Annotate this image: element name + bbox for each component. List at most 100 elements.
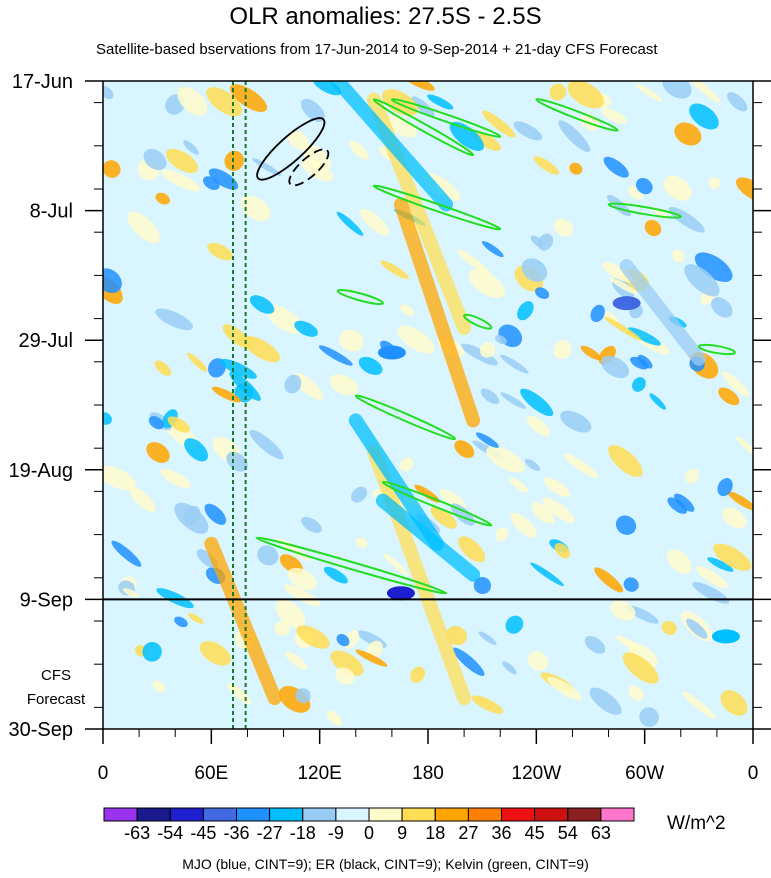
anomaly-blob (478, 631, 497, 645)
anomaly-band (393, 197, 481, 428)
anomaly-blob (689, 103, 719, 130)
anomaly-blob (569, 162, 583, 175)
anomaly-blob (530, 562, 564, 587)
colorbar-swatch (335, 807, 370, 822)
x-tick-label: 60W (625, 763, 664, 784)
anomaly-blob (160, 468, 191, 489)
anomaly-blob (727, 491, 753, 511)
anomaly-blob (630, 356, 649, 370)
anomaly-blob (452, 647, 485, 677)
kelvin-contour (381, 480, 493, 527)
anomaly-blob (122, 588, 139, 598)
anomaly-blob (381, 89, 418, 117)
colorbar-label: -27 (257, 823, 283, 843)
anomaly-blob (533, 156, 560, 175)
colorbar-swatch (269, 807, 304, 822)
colorbar-label: 63 (591, 823, 611, 843)
anomaly-blob (336, 633, 350, 647)
anomaly-blob (111, 540, 142, 567)
colorbar-label: -45 (190, 823, 216, 843)
x-tick-label: 0 (748, 763, 759, 784)
anomaly-blob (301, 516, 322, 533)
anomaly-blob (380, 260, 409, 280)
er-contour-positive (256, 117, 326, 181)
anomaly-blob (142, 642, 162, 662)
anomaly-blob (627, 327, 661, 346)
anomaly-blob (154, 360, 172, 376)
anomaly-blob (399, 457, 414, 472)
wave-contours (232, 81, 736, 729)
anomaly-blob (520, 388, 554, 417)
colorbar-swatch (534, 807, 569, 822)
anomaly-blob (103, 465, 136, 491)
anomaly-blob (480, 388, 500, 405)
anomaly-blob (623, 577, 639, 592)
anomaly-blob (721, 371, 750, 397)
anomaly-blob (208, 168, 239, 190)
colorbar-swatch (401, 807, 436, 822)
colorbar-label: 54 (558, 823, 578, 843)
anomaly-blob (495, 527, 509, 542)
anomaly-blob (400, 304, 415, 317)
anomaly-blob (285, 651, 308, 670)
anomaly-blob (473, 576, 492, 595)
anomaly-blob (526, 415, 551, 437)
anomaly-blob (103, 268, 122, 294)
anomaly-blob (530, 235, 544, 248)
anomaly-blob (481, 241, 504, 258)
forecast-label: CFS (41, 667, 71, 684)
anomaly-blob (177, 86, 208, 116)
anomaly-blob (252, 158, 282, 176)
colorbar-label: -36 (223, 823, 249, 843)
anomaly-blob (335, 667, 355, 685)
anomaly-blob (155, 308, 193, 331)
anomaly-blob (402, 81, 435, 91)
anomaly-blob (204, 503, 227, 525)
anomaly-blob (482, 110, 516, 138)
anomaly-blob (355, 649, 388, 667)
anomaly-blob (318, 345, 353, 366)
x-tick-label: 60E (194, 763, 228, 784)
x-tick-label: 120E (297, 763, 341, 784)
anomaly-blob (603, 156, 629, 178)
anomaly-blob (242, 336, 281, 363)
anomaly-blob (234, 383, 254, 403)
kelvin-contour (390, 98, 502, 138)
anomaly-blob (468, 269, 506, 299)
anomaly-blob (667, 549, 692, 574)
anomaly-blob (155, 192, 170, 205)
anomaly-blob (554, 543, 571, 559)
anomaly-blob (584, 636, 606, 654)
colorbar: -63 -54 -45 -36 -27 -18 -9 0 9 18 27 36 45 54 63 (103, 807, 635, 843)
colorbar-swatch (136, 807, 171, 822)
anomaly-band (375, 493, 481, 582)
anomaly-blob (188, 613, 204, 624)
anomaly-blob (609, 277, 638, 295)
strong-anomaly (612, 296, 641, 311)
anomaly-blob (295, 688, 311, 704)
colorbar-swatch (302, 807, 337, 822)
kelvin-contour (697, 343, 736, 356)
strong-anomaly (711, 629, 740, 644)
anomaly-blob (601, 108, 627, 124)
colorbar-swatch (567, 807, 602, 822)
anomaly-blob (549, 83, 567, 101)
anomaly-blob (553, 340, 572, 360)
anomaly-blob (397, 325, 435, 354)
anomaly-blob (479, 342, 496, 358)
anomaly-blob (187, 352, 208, 372)
anomaly-blob (668, 206, 705, 233)
anomaly-blob (152, 680, 166, 693)
anomaly-blob (604, 316, 642, 341)
anomaly-blob (456, 249, 491, 276)
colorbar-label: 18 (425, 823, 445, 843)
anomaly-blob (283, 584, 321, 607)
y-tick-label: 19-Aug (9, 460, 74, 482)
anomaly-blob (720, 690, 748, 716)
anomaly-blob (266, 305, 303, 334)
anomaly-blob (359, 208, 390, 236)
anomaly-blob (567, 81, 604, 109)
anomaly-blob (718, 387, 740, 406)
anomaly-blob (446, 626, 467, 646)
anomaly-blob (129, 487, 156, 512)
